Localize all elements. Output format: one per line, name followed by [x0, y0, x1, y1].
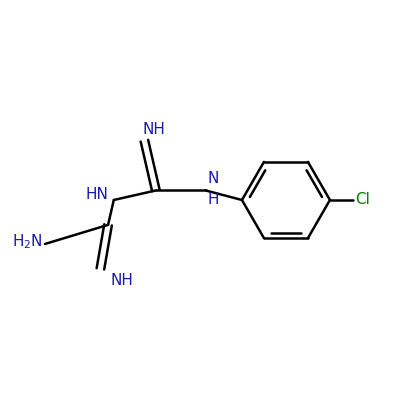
Text: NH: NH — [110, 273, 133, 288]
Text: H$_2$N: H$_2$N — [12, 233, 43, 252]
Text: HN: HN — [85, 187, 108, 202]
Text: H: H — [208, 192, 219, 207]
Text: Cl: Cl — [355, 192, 370, 208]
Text: N: N — [208, 171, 219, 186]
Text: NH: NH — [142, 122, 165, 137]
